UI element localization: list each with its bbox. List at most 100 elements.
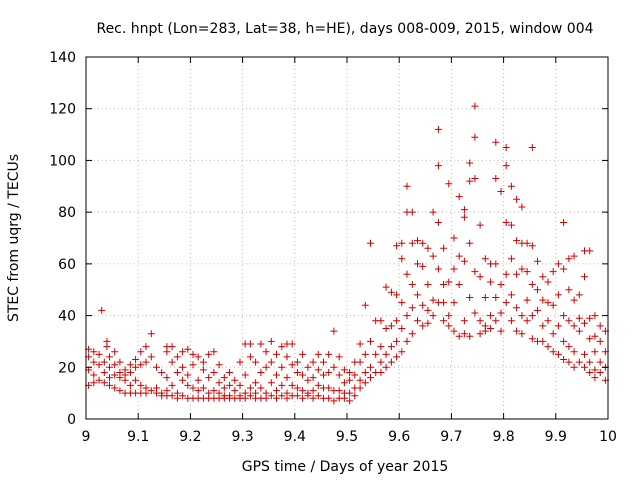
data-point (445, 278, 453, 286)
data-point (414, 260, 421, 268)
data-point (393, 242, 401, 250)
data-point (398, 299, 406, 307)
data-point (356, 384, 364, 392)
data-point (591, 366, 599, 374)
data-point (163, 348, 171, 356)
data-point (492, 317, 500, 325)
data-point (100, 358, 108, 366)
data-point (497, 309, 505, 317)
y-tick-label: 100 (49, 153, 76, 169)
data-point (539, 273, 547, 281)
data-point (351, 392, 359, 400)
data-point (179, 376, 187, 384)
data-point (424, 244, 432, 252)
data-point (403, 337, 411, 345)
data-point (507, 182, 515, 190)
data-point (544, 343, 552, 351)
data-point (236, 381, 244, 389)
data-point (236, 358, 244, 366)
grid (86, 57, 608, 419)
data-point (257, 384, 265, 392)
data-point (103, 343, 111, 351)
data-point (502, 270, 510, 278)
data-point (424, 281, 432, 288)
data-point (168, 343, 176, 351)
data-point (304, 392, 312, 400)
data-point (356, 340, 364, 348)
data-point (528, 312, 536, 320)
data-point (429, 252, 437, 260)
data-point (466, 239, 474, 247)
data-point (544, 299, 552, 307)
data-point (586, 358, 594, 366)
data-point (126, 381, 134, 389)
data-point (199, 366, 207, 374)
data-point (273, 350, 280, 358)
data-point (481, 294, 489, 301)
data-point (90, 348, 98, 356)
data-point (502, 162, 510, 170)
data-point (220, 384, 228, 392)
data-point (403, 182, 411, 190)
data-point (408, 330, 416, 338)
data-point (565, 358, 573, 366)
data-point (95, 350, 103, 358)
data-point (158, 369, 166, 376)
data-point (246, 384, 254, 392)
x-axis-ticks: 9 9.1 9.2 9.3 9.4 9.5 9.6 9.7 9.8 9.9 10 (82, 57, 617, 445)
data-point (132, 363, 140, 371)
data-point (419, 239, 427, 247)
data-point (565, 286, 573, 294)
data-point (241, 394, 249, 402)
data-point (554, 291, 562, 299)
data-point (549, 301, 557, 309)
data-point (267, 337, 275, 345)
data-point (132, 356, 140, 363)
data-point (466, 332, 474, 340)
data-point (539, 337, 547, 345)
data-point (414, 291, 421, 299)
data-point (534, 306, 541, 314)
y-tick-label: 60 (58, 257, 76, 273)
x-tick-label: 9.5 (336, 429, 358, 445)
data-point (476, 273, 484, 281)
data-point (147, 387, 155, 395)
data-point (434, 219, 442, 226)
data-point (393, 337, 401, 345)
data-point (335, 353, 343, 361)
data-point (377, 317, 385, 325)
data-point (346, 376, 354, 384)
data-point (560, 219, 568, 226)
data-point (581, 273, 588, 281)
data-point (393, 353, 401, 361)
data-point (445, 180, 453, 188)
data-point (429, 296, 437, 304)
data-point (351, 371, 359, 379)
data-point (126, 369, 134, 376)
data-point (460, 213, 468, 221)
data-point (408, 208, 416, 216)
data-point (596, 369, 604, 376)
data-point (173, 353, 181, 361)
data-point (513, 237, 521, 245)
data-point (586, 335, 594, 343)
data-point (111, 371, 119, 379)
data-point (382, 325, 390, 332)
data-point (320, 358, 327, 366)
data-point (168, 381, 176, 389)
data-point (429, 208, 437, 216)
data-point (455, 281, 463, 288)
data-point (361, 301, 369, 309)
data-point (596, 337, 604, 345)
y-axis-label: STEC from uqrg / TECUs (6, 154, 22, 322)
data-point (419, 262, 427, 270)
data-point (132, 376, 140, 384)
data-point (460, 317, 468, 325)
data-point (596, 322, 604, 330)
data-point (445, 322, 453, 330)
data-point (591, 374, 599, 382)
data-point (273, 387, 280, 395)
data-point (377, 343, 385, 351)
data-point (226, 369, 234, 376)
data-point (539, 322, 547, 330)
